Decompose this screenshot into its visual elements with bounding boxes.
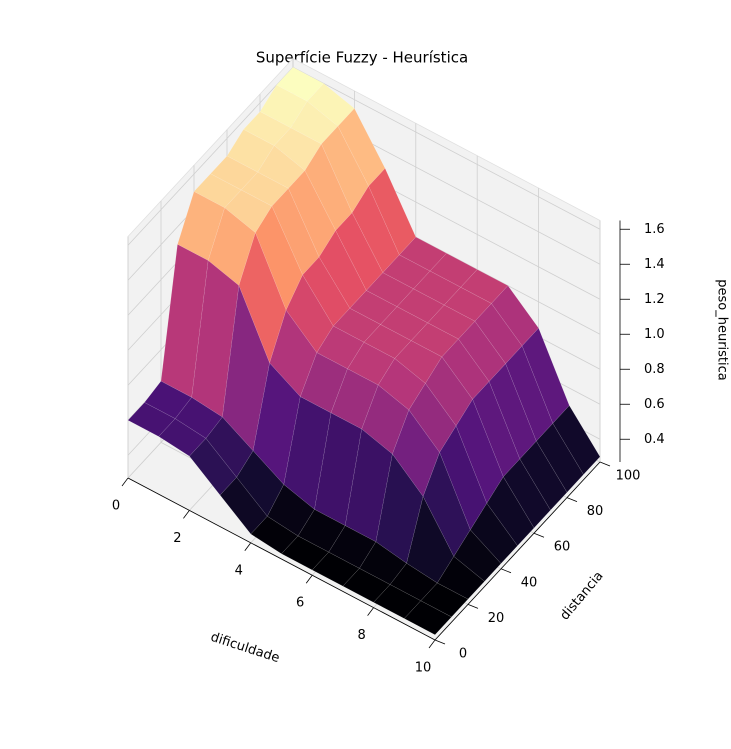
y-tick-label: 100: [616, 469, 641, 484]
x-tick-label: 2: [173, 531, 181, 546]
tick-mark: [434, 639, 446, 645]
z-tick-label: 1.6: [644, 222, 665, 237]
chart-title: Superfície Fuzzy - Heurística: [256, 49, 468, 67]
y-axis: [434, 461, 601, 641]
z-tick-label: 1.0: [644, 327, 665, 342]
surface-face: [437, 556, 485, 600]
tick-mark: [467, 604, 479, 609]
y-tick-label: 40: [521, 575, 538, 590]
surface-face: [486, 476, 535, 547]
grid-line: [127, 66, 294, 246]
surface-face: [420, 582, 469, 618]
y-tick-label: 0: [459, 647, 467, 662]
z-tick-label: 0.8: [644, 362, 665, 377]
x-axis: [127, 477, 436, 641]
y-tick-label: 20: [488, 611, 505, 626]
tick-mark: [566, 497, 578, 502]
surface-face: [403, 600, 452, 635]
x-tick-label: 6: [296, 596, 304, 611]
tick-mark: [599, 461, 611, 467]
tick-mark: [183, 510, 190, 519]
z-tick-label: 0.6: [644, 397, 665, 412]
tick-mark: [367, 607, 374, 616]
tick-mark: [500, 568, 512, 574]
y-tick-label: 60: [554, 540, 571, 555]
surface-face: [536, 423, 584, 493]
tick-mark: [305, 574, 313, 584]
y-tick-label: 80: [587, 504, 604, 519]
tick-mark: [121, 477, 129, 487]
grid-line: [292, 66, 601, 230]
surface-face: [503, 458, 551, 529]
x-tick-label: 8: [357, 628, 365, 643]
tick-mark: [533, 532, 545, 538]
z-tick-label: 0.4: [644, 432, 665, 447]
x-tick-label: 4: [235, 563, 243, 578]
z-tick-label: 1.2: [644, 292, 665, 307]
z-tick-label: 1.4: [644, 257, 665, 272]
x-tick-label: 10: [415, 661, 432, 676]
x-tick-label: 0: [112, 499, 120, 514]
x-axis-label: dificuldade: [209, 630, 282, 666]
z-axis-label: peso_heuristica: [715, 279, 730, 381]
tick-mark: [244, 542, 252, 552]
y-axis-label: distancia: [557, 569, 606, 624]
tick-mark: [428, 639, 436, 649]
